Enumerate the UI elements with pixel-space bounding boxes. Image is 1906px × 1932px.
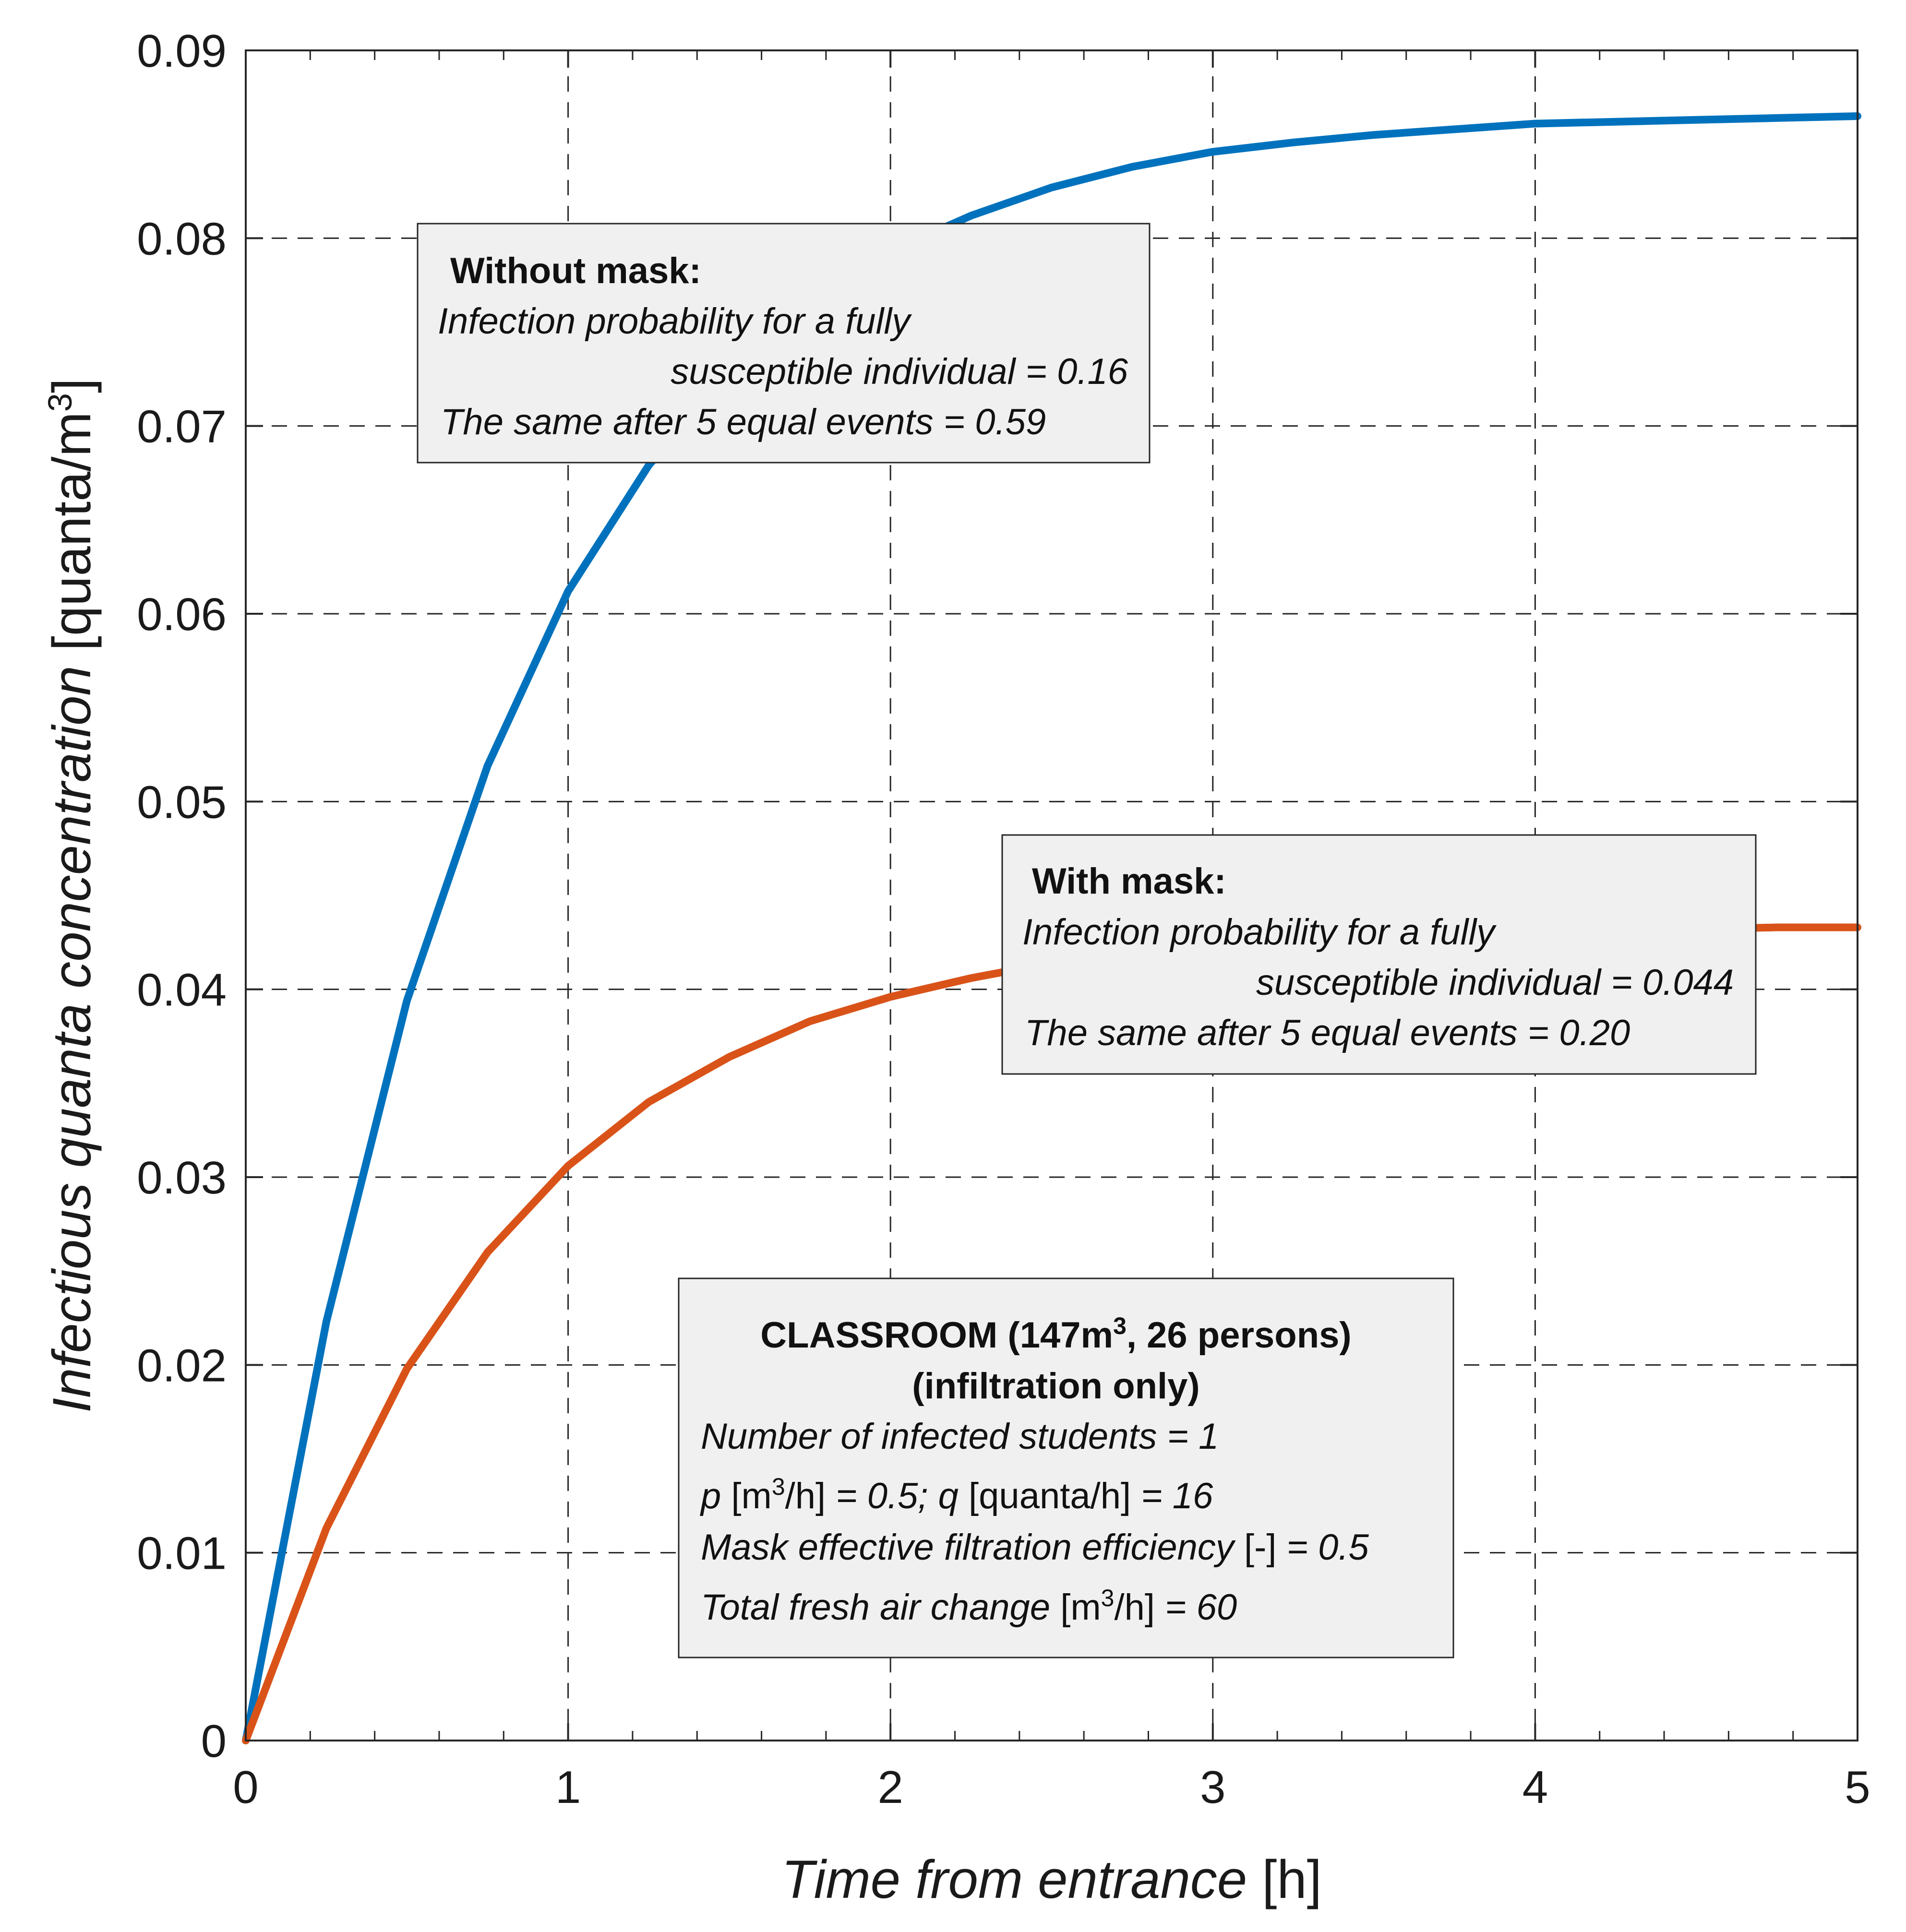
classroom-q-unit: [quanta/h] [959,1476,1131,1516]
annotation-without-mask-box [417,223,1151,464]
x-axis-label-main: Time from entrance [781,1849,1247,1909]
y-tick-label: 0.04 [137,965,227,1016]
series-line-without-mask [242,112,1861,1744]
annotation-without-mask-title: Without mask: [450,250,701,291]
annotation-classroom: CLASSROOM (147m3, 26 persons) (infiltrat… [678,1277,1454,1658]
x-tick-label: 2 [878,1762,903,1813]
classroom-air-unit-b: /h] [1114,1587,1155,1628]
x-tick-label: 1 [555,1762,581,1813]
annotation-without-mask-line1: Infection probability for a fully [438,301,912,342]
classroom-p-unit-sup: 3 [772,1473,785,1500]
classroom-p-label: p [700,1476,721,1516]
y-tick-label: 0.06 [137,589,227,640]
y-axis-label-main: Infectious quanta concentration [42,666,102,1413]
y-tick-label: 0.09 [137,25,227,77]
y-tick-label: 0 [201,1716,227,1767]
classroom-mask: Mask effective filtration efficiency [-]… [701,1527,1369,1568]
classroom-q-value: = 16 [1131,1476,1213,1516]
ticks: 0 1 2 3 4 5 0 0.01 0.02 0.03 0.04 0.05 0.06 0.07 0.08 0… [137,25,1870,1813]
annotation-with-mask-title: With mask: [1032,861,1226,902]
classroom-subtitle: (infiltration only) [912,1366,1199,1407]
annotation-classroom-box [678,1277,1454,1658]
classroom-air-unit-a: [m [1050,1587,1101,1628]
y-tick-label: 0.02 [137,1340,227,1391]
y-axis-label-sup: 3 [41,393,79,412]
classroom-pq: p [m3/h] = 0.5; q [quanta/h] = 16 [700,1473,1213,1516]
classroom-p-unit-a: [m [721,1476,772,1516]
x-tick-label: 3 [1200,1762,1225,1813]
classroom-p-unit-b: /h] [785,1476,826,1516]
y-axis-label: Infectious quanta concentration [quanta/… [41,378,102,1413]
classroom-q-label: q [938,1476,959,1516]
classroom-air-unit-sup: 3 [1101,1585,1115,1611]
classroom-mask-value: = 0.5 [1277,1527,1369,1568]
x-tick-label: 5 [1845,1762,1870,1813]
classroom-air-label: Total fresh air change [701,1587,1050,1628]
classroom-air: Total fresh air change [m3/h] = 60 [701,1585,1237,1628]
classroom-mask-unit: [-] [1234,1527,1277,1568]
x-axis-label-unit: [h] [1247,1849,1322,1909]
classroom-mask-label: Mask effective filtration efficiency [701,1527,1236,1568]
x-axis-label: Time from entrance [h] [781,1849,1322,1909]
y-tick-label: 0.07 [137,401,227,453]
classroom-title-sup: 3 [1113,1312,1127,1339]
annotation-without-mask-line3: The same after 5 equal events = 0.59 [441,402,1046,442]
annotation-with-mask-line3: The same after 5 equal events = 0.20 [1025,1013,1630,1053]
classroom-air-value: = 60 [1155,1587,1237,1628]
y-tick-label: 0.08 [137,213,227,264]
annotation-without-mask: Without mask: Infection probability for … [417,223,1151,464]
annotation-with-mask-box [1001,834,1757,1075]
annotation-with-mask-line2: susceptible individual = 0.044 [1256,962,1734,1003]
annotation-with-mask: With mask: Infection probability for a f… [1001,834,1757,1075]
plot-frame [245,49,1858,1741]
annotation-with-mask-line1: Infection probability for a fully [1022,912,1497,953]
y-tick-label: 0.01 [137,1528,227,1579]
classroom-title: CLASSROOM (147m3, 26 persons) [760,1312,1351,1356]
classroom-infected: Number of infected students = 1 [701,1416,1219,1457]
x-tick-label: 4 [1522,1762,1548,1813]
y-tick-label: 0.05 [137,776,227,828]
classroom-p-value: = 0.5; [826,1476,938,1516]
y-axis-label-close: ] [42,378,102,393]
y-axis-label-unit: [quanta/m [42,412,102,666]
y-tick-label: 0.03 [137,1152,227,1204]
x-tick-label: 0 [233,1762,258,1813]
classroom-title-b: , 26 persons) [1127,1315,1352,1356]
annotation-without-mask-line2: susceptible individual = 0.16 [671,351,1128,392]
classroom-title-a: CLASSROOM (147m [760,1315,1113,1356]
